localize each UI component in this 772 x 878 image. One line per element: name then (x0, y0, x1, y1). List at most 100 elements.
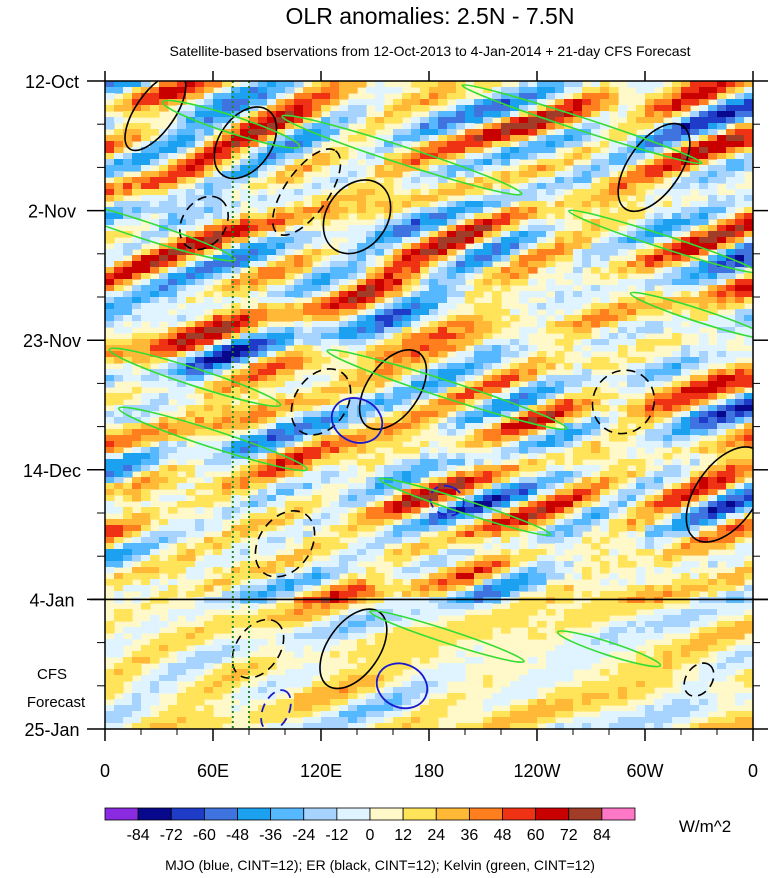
anomaly-cell (699, 243, 709, 250)
anomaly-cell (141, 495, 151, 502)
anomaly-cell (204, 237, 214, 244)
anomaly-cell (375, 507, 385, 514)
anomaly-cell (285, 171, 295, 178)
anomaly-cell (672, 231, 682, 238)
anomaly-cell (249, 363, 259, 370)
anomaly-cell (249, 423, 259, 430)
anomaly-cell (474, 189, 484, 196)
anomaly-cell (366, 285, 376, 292)
anomaly-cell (330, 453, 340, 460)
anomaly-cell (303, 465, 313, 472)
anomaly-cell (222, 333, 232, 340)
anomaly-cell (330, 291, 340, 298)
anomaly-cell (114, 561, 124, 568)
anomaly-cell (456, 363, 466, 370)
anomaly-cell (699, 363, 709, 370)
anomaly-cell (375, 285, 385, 292)
anomaly-cell (267, 549, 277, 556)
anomaly-cell (222, 141, 232, 148)
anomaly-cell (726, 297, 736, 304)
anomaly-cell (726, 429, 736, 436)
anomaly-cell (735, 369, 745, 376)
anomaly-cell (159, 333, 169, 340)
anomaly-cell (204, 225, 214, 232)
anomaly-cell (285, 291, 295, 298)
anomaly-cell (195, 573, 205, 580)
anomaly-cell (123, 153, 133, 160)
anomaly-cell (357, 333, 367, 340)
anomaly-cell (438, 285, 448, 292)
anomaly-cell (231, 225, 241, 232)
anomaly-cell (528, 405, 538, 412)
anomaly-cell (537, 93, 547, 100)
anomaly-cell (690, 213, 700, 220)
anomaly-cell (258, 99, 268, 106)
anomaly-cell (699, 381, 709, 388)
anomaly-cell (438, 477, 448, 484)
anomaly-cell (249, 507, 259, 514)
anomaly-cell (168, 81, 178, 88)
anomaly-cell (195, 231, 205, 238)
anomaly-cell (627, 123, 637, 130)
anomaly-cell (321, 201, 331, 208)
anomaly-cell (717, 459, 727, 466)
anomaly-cell (735, 165, 745, 172)
anomaly-cell (555, 549, 565, 556)
anomaly-cell (222, 105, 232, 112)
anomaly-cell (483, 195, 493, 202)
anomaly-cell (546, 303, 556, 310)
anomaly-cell (105, 189, 115, 196)
anomaly-cell (591, 267, 601, 274)
anomaly-cell (735, 387, 745, 394)
anomaly-cell (276, 417, 286, 424)
anomaly-cell (159, 435, 169, 442)
anomaly-cell (510, 123, 520, 130)
anomaly-cell (105, 555, 115, 562)
anomaly-cell (573, 201, 583, 208)
anomaly-cell (690, 489, 700, 496)
anomaly-cell (276, 153, 286, 160)
anomaly-cell (582, 231, 592, 238)
anomaly-cell (699, 105, 709, 112)
anomaly-cell (744, 111, 753, 118)
anomaly-cell (420, 351, 430, 358)
anomaly-cell (528, 477, 538, 484)
anomaly-cell (546, 87, 556, 94)
anomaly-cell (150, 285, 160, 292)
anomaly-cell (681, 99, 691, 106)
anomaly-cell (537, 537, 547, 544)
anomaly-cell (735, 231, 745, 238)
anomaly-cell (609, 159, 619, 166)
anomaly-cell (276, 501, 286, 508)
anomaly-cell (366, 435, 376, 442)
anomaly-cell (339, 381, 349, 388)
anomaly-cell (294, 213, 304, 220)
anomaly-cell (726, 147, 736, 154)
anomaly-cell (375, 345, 385, 352)
anomaly-cell (564, 405, 574, 412)
anomaly-cell (303, 327, 313, 334)
anomaly-cell (213, 159, 223, 166)
anomaly-cell (564, 99, 574, 106)
anomaly-cell (177, 309, 187, 316)
anomaly-cell (168, 519, 178, 526)
anomaly-cell (726, 381, 736, 388)
anomaly-cell (429, 375, 439, 382)
anomaly-cell (186, 117, 196, 124)
anomaly-cell (555, 87, 565, 94)
anomaly-cell (249, 255, 259, 262)
anomaly-cell (231, 483, 241, 490)
anomaly-cell (708, 543, 718, 550)
anomaly-cell (465, 453, 475, 460)
anomaly-cell (204, 483, 214, 490)
anomaly-cell (159, 351, 169, 358)
anomaly-cell (438, 567, 448, 574)
anomaly-cell (717, 573, 727, 580)
anomaly-cell (672, 477, 682, 484)
anomaly-cell (141, 171, 151, 178)
anomaly-cell (582, 489, 592, 496)
anomaly-cell (708, 207, 718, 214)
anomaly-cell (726, 87, 736, 94)
anomaly-cell (186, 333, 196, 340)
anomaly-cell (294, 309, 304, 316)
